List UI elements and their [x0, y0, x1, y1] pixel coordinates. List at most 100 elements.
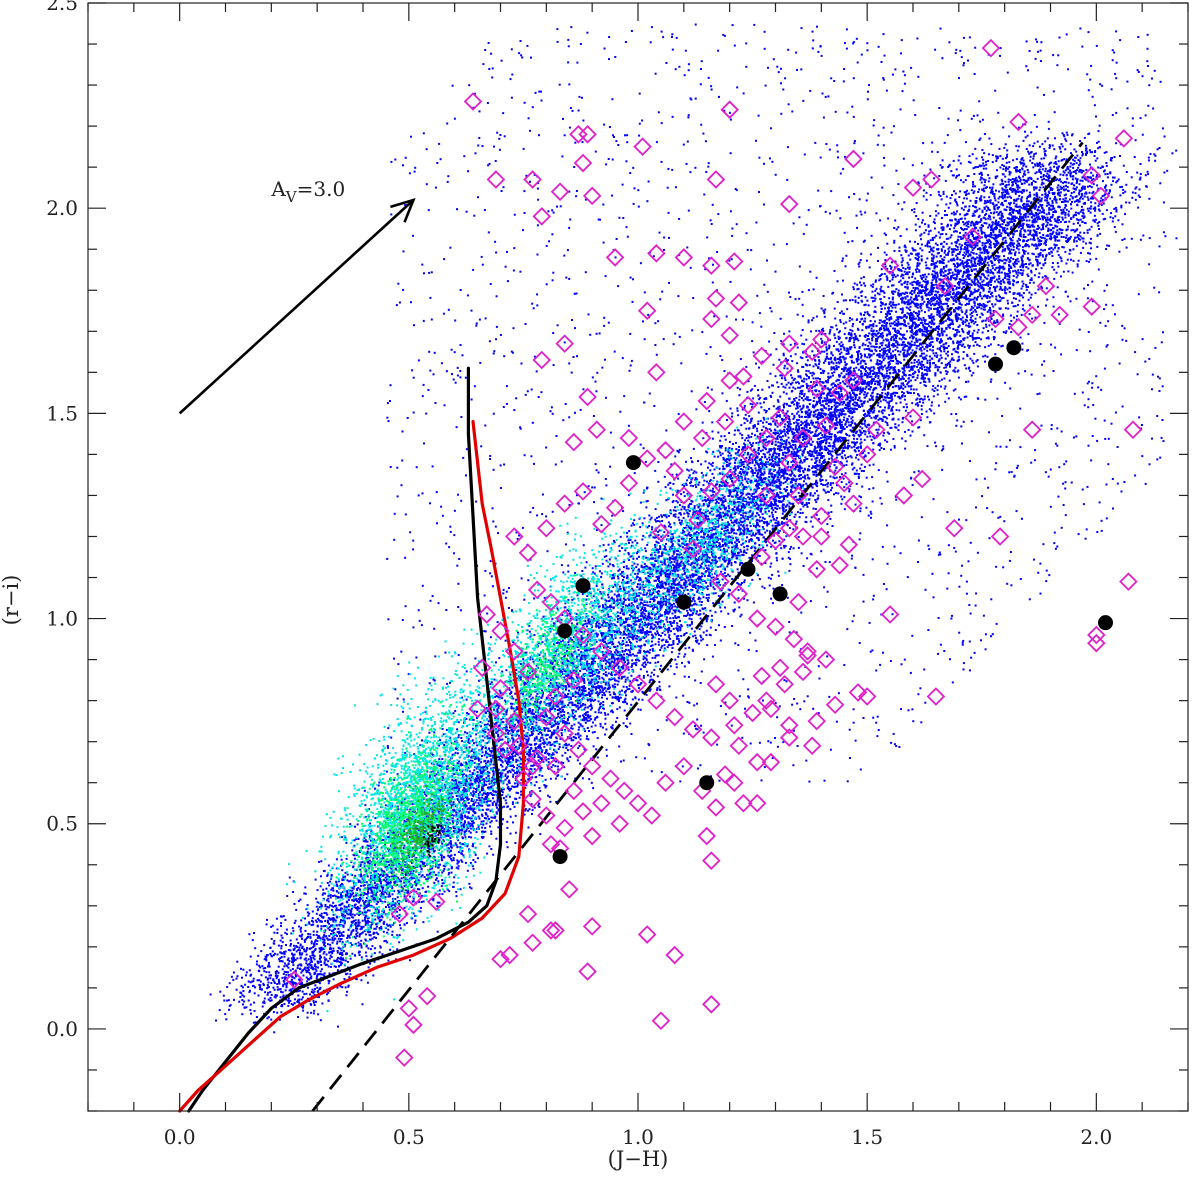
density-point-low	[368, 862, 371, 865]
density-point-low	[813, 372, 815, 375]
density-point-low	[941, 260, 944, 263]
density-point-low	[591, 567, 594, 570]
density-point-low	[751, 417, 753, 420]
density-point-low	[283, 962, 286, 965]
density-point-low	[370, 847, 373, 850]
density-point-low	[965, 380, 967, 383]
density-point-low	[963, 191, 966, 194]
density-point-low	[309, 933, 312, 936]
density-point-low	[1078, 183, 1081, 186]
density-point-low	[636, 585, 639, 588]
density-point-low	[935, 234, 938, 237]
density-point-low	[962, 254, 965, 256]
density-point-low	[472, 867, 475, 870]
density-point-low	[827, 361, 830, 364]
density-point-low	[525, 651, 528, 654]
density-point-low	[963, 286, 965, 289]
density-point-low	[552, 697, 555, 700]
density-point-low	[755, 456, 757, 459]
density-point-low	[498, 657, 501, 660]
density-point-low	[570, 739, 573, 742]
density-point-low	[811, 467, 814, 469]
density-point-low	[740, 482, 743, 485]
density-point-low	[263, 970, 266, 973]
density-point-low	[1038, 145, 1041, 148]
density-point-low	[1089, 242, 1092, 245]
density-point-low	[968, 366, 971, 369]
density-point-low	[468, 746, 471, 749]
density-point-low	[898, 376, 900, 379]
density-point-low	[813, 450, 816, 453]
density-point-low	[841, 451, 844, 454]
density-point-low	[1054, 157, 1057, 160]
density-point-low	[920, 319, 923, 322]
density-point-low	[473, 802, 475, 805]
density-point-low	[709, 609, 712, 612]
density-point-low	[795, 412, 798, 415]
density-point-low	[436, 901, 439, 904]
density-point-low	[1012, 188, 1015, 190]
density-point-low	[989, 278, 992, 281]
density-point-low	[726, 419, 728, 421]
density-point-low	[486, 735, 489, 738]
density-point-low	[870, 327, 873, 330]
density-point-low	[935, 283, 938, 286]
density-point-low	[1053, 165, 1056, 168]
density-point-low	[773, 518, 775, 521]
density-point-low	[655, 596, 658, 599]
density-point-low	[674, 506, 677, 509]
density-point-low	[597, 681, 600, 683]
density-point-low	[954, 310, 957, 313]
density-point-low	[927, 309, 930, 312]
density-point-low	[807, 377, 810, 380]
density-point-low	[626, 636, 629, 639]
density-point-low	[394, 898, 397, 900]
density-point-low	[911, 402, 914, 405]
density-point-low	[477, 796, 480, 799]
density-point-low	[834, 317, 837, 320]
density-point-low	[262, 984, 265, 986]
density-point-low	[924, 278, 927, 281]
density-point-low	[860, 356, 863, 359]
density-point-low	[275, 917, 278, 920]
density-point-low	[617, 665, 620, 668]
density-point-low	[328, 938, 331, 941]
density-point-low	[1004, 180, 1007, 183]
density-point-low	[953, 190, 955, 193]
density-point-low	[968, 205, 971, 208]
density-point-low	[1073, 148, 1076, 151]
density-point-low	[595, 748, 598, 751]
density-point-low	[621, 689, 623, 692]
density-point-low	[914, 277, 917, 280]
density-point-low	[606, 606, 609, 609]
density-point-low	[562, 571, 565, 574]
density-point-low	[928, 299, 931, 302]
density-point-low	[873, 409, 876, 412]
density-point-low	[679, 619, 681, 622]
density-point-low	[388, 891, 391, 894]
density-point-low	[731, 415, 733, 418]
density-point-low	[442, 733, 445, 736]
density-point-low	[986, 239, 989, 242]
density-point-low	[361, 845, 364, 848]
density-point-low	[843, 508, 846, 511]
density-point-low	[844, 361, 846, 364]
density-point-low	[838, 353, 841, 356]
density-point-low	[731, 625, 734, 627]
density-point-low	[809, 494, 812, 497]
density-point-low	[319, 960, 322, 963]
density-point-low	[768, 530, 771, 533]
density-point-low	[342, 931, 345, 933]
density-point-low	[545, 738, 548, 741]
density-point-low	[989, 199, 992, 202]
density-point-low	[403, 895, 406, 898]
density-point-low	[379, 945, 382, 948]
density-point-low	[943, 387, 946, 390]
density-point-low	[746, 501, 749, 504]
density-point-low	[648, 651, 651, 654]
density-point-low	[752, 601, 755, 604]
density-point-low	[1087, 252, 1090, 255]
density-point-low	[861, 375, 864, 378]
density-point-low	[859, 362, 862, 365]
density-point-low	[759, 516, 762, 519]
